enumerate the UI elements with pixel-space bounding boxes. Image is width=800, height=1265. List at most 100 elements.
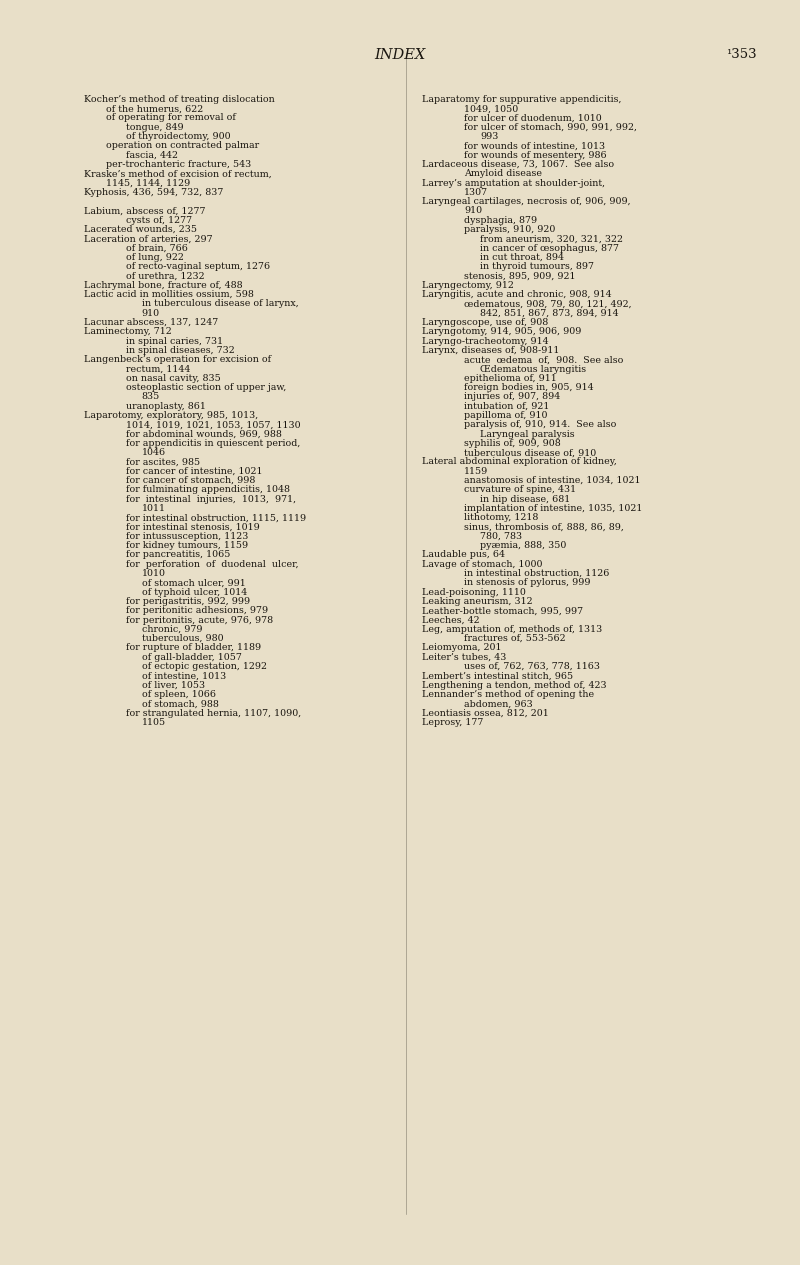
Text: Lavage of stomach, 1000: Lavage of stomach, 1000 <box>422 559 543 569</box>
Text: Langenbeck’s operation for excision of: Langenbeck’s operation for excision of <box>84 355 271 364</box>
Text: for  intestinal  injuries,  1013,  971,: for intestinal injuries, 1013, 971, <box>126 495 296 503</box>
Text: fractures of, 553-562: fractures of, 553-562 <box>464 634 566 643</box>
Text: sinus, thrombosis of, 888, 86, 89,: sinus, thrombosis of, 888, 86, 89, <box>464 522 624 531</box>
Text: osteoplastic section of upper jaw,: osteoplastic section of upper jaw, <box>126 383 286 392</box>
Text: for peritonitic adhesions, 979: for peritonitic adhesions, 979 <box>126 606 268 615</box>
Text: of ectopic gestation, 1292: of ectopic gestation, 1292 <box>142 662 266 670</box>
Text: 1049, 1050: 1049, 1050 <box>464 104 518 113</box>
Text: of lung, 922: of lung, 922 <box>126 253 183 262</box>
Text: in spinal caries, 731: in spinal caries, 731 <box>126 336 222 345</box>
Text: 910: 910 <box>464 206 482 215</box>
Text: tuberculous disease of, 910: tuberculous disease of, 910 <box>464 448 596 457</box>
Text: for intestinal obstruction, 1115, 1119: for intestinal obstruction, 1115, 1119 <box>126 514 306 522</box>
Text: curvature of spine, 431: curvature of spine, 431 <box>464 486 576 495</box>
Text: in spinal diseases, 732: in spinal diseases, 732 <box>126 345 234 355</box>
Text: in cancer of œsophagus, 877: in cancer of œsophagus, 877 <box>480 244 619 253</box>
Text: foreign bodies in, 905, 914: foreign bodies in, 905, 914 <box>464 383 594 392</box>
Text: Laryngotomy, 914, 905, 906, 909: Laryngotomy, 914, 905, 906, 909 <box>422 328 582 336</box>
Text: Leiter’s tubes, 43: Leiter’s tubes, 43 <box>422 653 506 662</box>
Text: from aneurism, 320, 321, 322: from aneurism, 320, 321, 322 <box>480 234 623 243</box>
Text: for intussusception, 1123: for intussusception, 1123 <box>126 531 248 541</box>
Text: syphilis of, 909, 908: syphilis of, 909, 908 <box>464 439 561 448</box>
Text: for wounds of intestine, 1013: for wounds of intestine, 1013 <box>464 142 605 151</box>
Text: for pancreatitis, 1065: for pancreatitis, 1065 <box>126 550 230 559</box>
Text: Kocher’s method of treating dislocation: Kocher’s method of treating dislocation <box>84 95 274 104</box>
Text: Lennander’s method of opening the: Lennander’s method of opening the <box>422 689 594 700</box>
Text: tuberculous, 980: tuberculous, 980 <box>142 634 223 643</box>
Text: of the humerus, 622: of the humerus, 622 <box>106 104 204 113</box>
Text: for kidney tumours, 1159: for kidney tumours, 1159 <box>126 541 248 550</box>
Text: Laryngeal cartilages, necrosis of, 906, 909,: Laryngeal cartilages, necrosis of, 906, … <box>422 197 631 206</box>
Text: operation on contracted palmar: operation on contracted palmar <box>106 142 259 151</box>
Text: of thyroidectomy, 900: of thyroidectomy, 900 <box>126 132 230 142</box>
Text: Lead-poisoning, 1110: Lead-poisoning, 1110 <box>422 588 526 597</box>
Text: 835: 835 <box>142 392 160 401</box>
Text: Laparatomy for suppurative appendicitis,: Laparatomy for suppurative appendicitis, <box>422 95 622 104</box>
Text: stenosis, 895, 909, 921: stenosis, 895, 909, 921 <box>464 272 575 281</box>
Text: of stomach, 988: of stomach, 988 <box>142 700 218 708</box>
Text: for strangulated hernia, 1107, 1090,: for strangulated hernia, 1107, 1090, <box>126 708 301 717</box>
Text: of recto-vaginal septum, 1276: of recto-vaginal septum, 1276 <box>126 262 270 271</box>
Text: of urethra, 1232: of urethra, 1232 <box>126 272 204 281</box>
Text: Leontiasis ossea, 812, 201: Leontiasis ossea, 812, 201 <box>422 708 549 717</box>
Text: of liver, 1053: of liver, 1053 <box>142 681 205 689</box>
Text: for ulcer of stomach, 990, 991, 992,: for ulcer of stomach, 990, 991, 992, <box>464 123 637 132</box>
Text: Leather-bottle stomach, 995, 997: Leather-bottle stomach, 995, 997 <box>422 606 583 615</box>
Text: uranoplasty, 861: uranoplasty, 861 <box>126 402 206 411</box>
Text: cysts of, 1277: cysts of, 1277 <box>126 216 192 225</box>
Text: rectum, 1144: rectum, 1144 <box>126 364 190 373</box>
Text: Larrey’s amputation at shoulder-joint,: Larrey’s amputation at shoulder-joint, <box>422 178 606 187</box>
Text: Leiomyoma, 201: Leiomyoma, 201 <box>422 644 502 653</box>
Text: epithelioma of, 911: epithelioma of, 911 <box>464 373 557 383</box>
Text: Lacerated wounds, 235: Lacerated wounds, 235 <box>84 225 197 234</box>
Text: Laceration of arteries, 297: Laceration of arteries, 297 <box>84 234 213 243</box>
Text: of operating for removal of: of operating for removal of <box>106 114 236 123</box>
Text: Leprosy, 177: Leprosy, 177 <box>422 717 484 727</box>
Text: anastomosis of intestine, 1034, 1021: anastomosis of intestine, 1034, 1021 <box>464 476 641 484</box>
Text: Laudable pus, 64: Laudable pus, 64 <box>422 550 506 559</box>
Text: œdematous, 908, 79, 80, 121, 492,: œdematous, 908, 79, 80, 121, 492, <box>464 300 632 309</box>
Text: for fulminating appendicitis, 1048: for fulminating appendicitis, 1048 <box>126 486 290 495</box>
Text: tongue, 849: tongue, 849 <box>126 123 183 132</box>
Text: of stomach ulcer, 991: of stomach ulcer, 991 <box>142 578 246 587</box>
Text: 1159: 1159 <box>464 467 488 476</box>
Text: 1145, 1144, 1129: 1145, 1144, 1129 <box>106 178 190 187</box>
Text: Laryngectomy, 912: Laryngectomy, 912 <box>422 281 514 290</box>
Text: pyæmia, 888, 350: pyæmia, 888, 350 <box>480 541 566 550</box>
Text: Leg, amputation of, methods of, 1313: Leg, amputation of, methods of, 1313 <box>422 625 602 634</box>
Text: 910: 910 <box>142 309 160 318</box>
Text: of spleen, 1066: of spleen, 1066 <box>142 689 216 700</box>
Text: of brain, 766: of brain, 766 <box>126 244 187 253</box>
Text: Lachrymal bone, fracture of, 488: Lachrymal bone, fracture of, 488 <box>84 281 242 290</box>
Text: Lacunar abscess, 137, 1247: Lacunar abscess, 137, 1247 <box>84 318 218 328</box>
Text: Laryngo-tracheotomy, 914: Laryngo-tracheotomy, 914 <box>422 336 549 345</box>
Text: 842, 851, 867, 873, 894, 914: 842, 851, 867, 873, 894, 914 <box>480 309 618 318</box>
Text: 1046: 1046 <box>142 448 166 457</box>
Text: for cancer of stomach, 998: for cancer of stomach, 998 <box>126 476 255 484</box>
Text: Laryngeal paralysis: Laryngeal paralysis <box>480 430 574 439</box>
Text: chronic, 979: chronic, 979 <box>142 625 202 634</box>
Text: Kraske’s method of excision of rectum,: Kraske’s method of excision of rectum, <box>84 170 272 178</box>
Text: Laminectomy, 712: Laminectomy, 712 <box>84 328 172 336</box>
Text: for wounds of mesentery, 986: for wounds of mesentery, 986 <box>464 151 606 159</box>
Text: for intestinal stenosis, 1019: for intestinal stenosis, 1019 <box>126 522 259 531</box>
Text: of intestine, 1013: of intestine, 1013 <box>142 672 226 681</box>
Text: for perigastritis, 992, 999: for perigastritis, 992, 999 <box>126 597 250 606</box>
Text: Labium, abscess of, 1277: Labium, abscess of, 1277 <box>84 206 206 215</box>
Text: Lateral abdominal exploration of kidney,: Lateral abdominal exploration of kidney, <box>422 458 618 467</box>
Text: in intestinal obstruction, 1126: in intestinal obstruction, 1126 <box>464 569 610 578</box>
Text: 1307: 1307 <box>464 187 488 197</box>
Text: Laparotomy, exploratory, 985, 1013,: Laparotomy, exploratory, 985, 1013, <box>84 411 258 420</box>
Text: fascia, 442: fascia, 442 <box>126 151 178 159</box>
Text: dysphagia, 879: dysphagia, 879 <box>464 216 537 225</box>
Text: Lactic acid in mollities ossium, 598: Lactic acid in mollities ossium, 598 <box>84 290 254 299</box>
Text: 993: 993 <box>480 132 498 142</box>
Text: Laryngitis, acute and chronic, 908, 914: Laryngitis, acute and chronic, 908, 914 <box>422 290 612 299</box>
Text: uses of, 762, 763, 778, 1163: uses of, 762, 763, 778, 1163 <box>464 662 600 670</box>
Text: intubation of, 921: intubation of, 921 <box>464 402 550 411</box>
Text: for peritonitis, acute, 976, 978: for peritonitis, acute, 976, 978 <box>126 616 273 625</box>
Text: INDEX: INDEX <box>374 48 426 62</box>
Text: Lembert’s intestinal stitch, 965: Lembert’s intestinal stitch, 965 <box>422 672 574 681</box>
Text: 780, 783: 780, 783 <box>480 531 522 541</box>
Text: acute  œdema  of,  908.  See also: acute œdema of, 908. See also <box>464 355 623 364</box>
